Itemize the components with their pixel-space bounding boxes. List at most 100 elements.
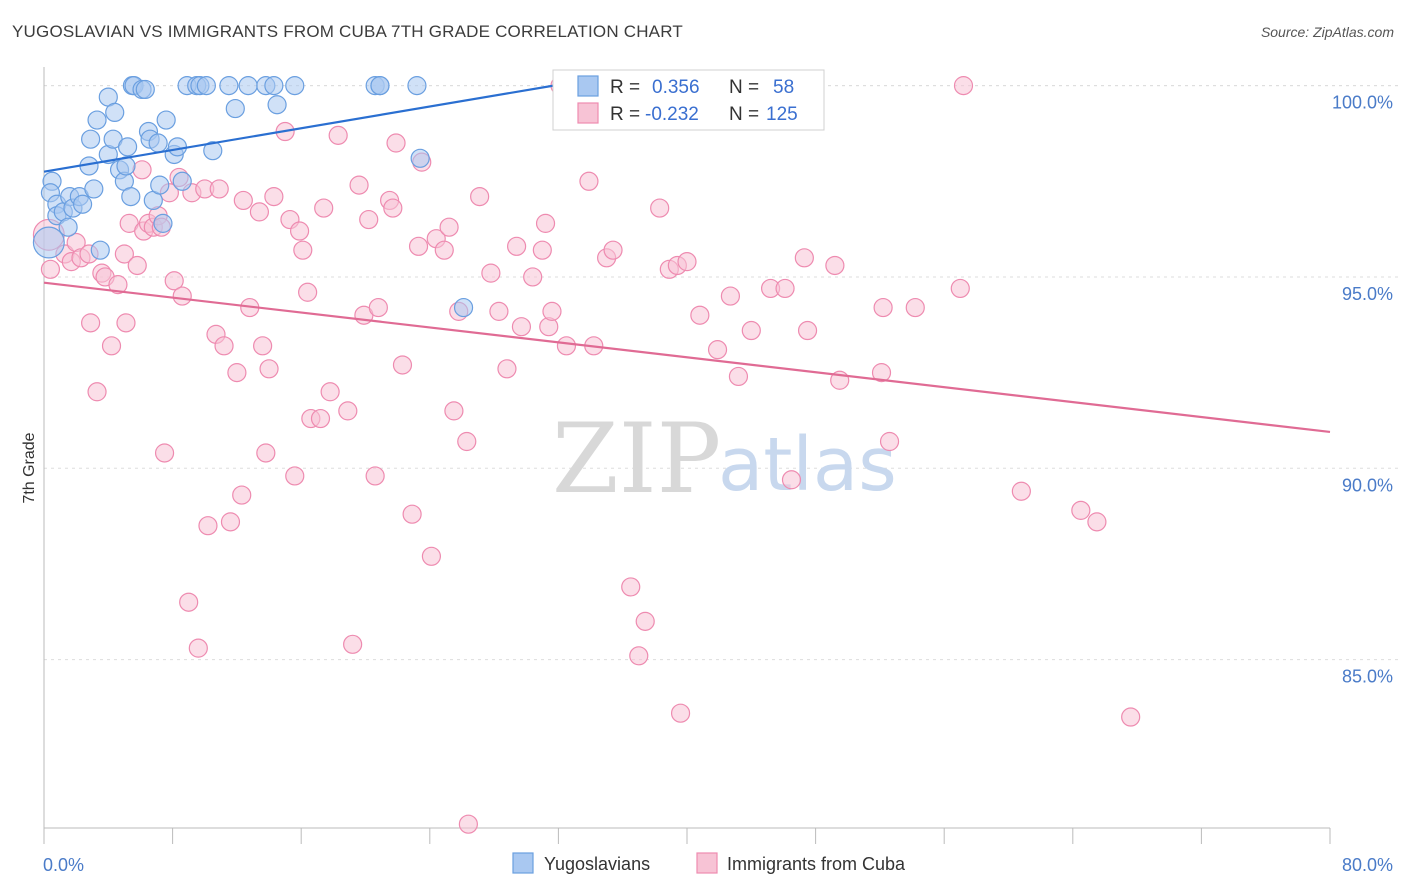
x-tick-labels: 0.0% 80.0% [43, 855, 1393, 875]
point-cuba-77 [457, 431, 477, 452]
point-cuba-95 [603, 240, 623, 260]
point-cuba-38 [232, 485, 252, 505]
point-cuba-75 [444, 401, 464, 421]
point-cuba-53 [310, 408, 331, 429]
point-yugoslavians-21 [117, 137, 138, 157]
point-cuba-16 [127, 255, 147, 276]
y-tick-label-2: 90.0% [1342, 475, 1393, 495]
point-cuba-98 [635, 611, 655, 631]
gridlines [44, 85, 1400, 661]
y-axis-title: 7th Grade [21, 432, 38, 503]
point-cuba-27 [172, 286, 192, 306]
point-cuba-43 [256, 443, 276, 463]
point-yugoslavians-11 [84, 179, 104, 199]
legend-swatch-cuba [577, 102, 599, 124]
point-cuba-73 [434, 240, 454, 260]
point-cuba-50 [293, 240, 313, 260]
point-cuba-74 [439, 217, 459, 237]
point-cuba-84 [511, 317, 532, 337]
point-yugoslavians-10 [72, 194, 93, 214]
legend-n-label-2: N = [729, 104, 759, 125]
point-cuba-121 [953, 76, 974, 96]
point-yugoslavians-0 [32, 226, 65, 259]
point-cuba-125 [1121, 707, 1141, 727]
point-cuba-11 [101, 336, 122, 356]
bottom-legend-swatch-cuba [696, 852, 718, 874]
point-cuba-123 [1071, 500, 1091, 520]
point-cuba-63 [368, 297, 388, 318]
legend-r-value-2: -0.232 [645, 104, 699, 125]
point-yugoslavians-42 [196, 76, 216, 96]
point-cuba-54 [314, 198, 334, 218]
point-cuba-87 [535, 213, 556, 233]
point-cuba-103 [677, 252, 697, 272]
point-cuba-99 [650, 198, 670, 218]
point-yugoslavians-45 [225, 98, 245, 119]
point-yugoslavians-14 [81, 129, 101, 149]
watermark-zip: ZIP [552, 403, 721, 515]
point-yugoslavians-12 [90, 240, 110, 260]
point-cuba-34 [209, 179, 229, 199]
point-yugoslavians-44 [219, 76, 239, 96]
point-cuba-116 [871, 363, 892, 383]
point-cuba-120 [950, 278, 970, 299]
point-cuba-102 [670, 703, 691, 723]
trend-line-cuba [43, 281, 1331, 434]
point-cuba-82 [497, 359, 517, 379]
chart-title: YUGOSLAVIAN VS IMMIGRANTS FROM CUBA 7TH … [12, 22, 683, 41]
bottom-legend: Yugoslavians Immigrants from Cuba [512, 852, 906, 874]
point-cuba-51 [298, 282, 318, 302]
point-cuba-108 [741, 320, 761, 341]
point-cuba-30 [188, 638, 208, 658]
point-cuba-65 [383, 198, 403, 218]
legend-n-value-2: 125 [766, 104, 798, 125]
point-cuba-68 [402, 504, 422, 524]
x-tick-label-0: 0.0% [43, 855, 84, 875]
point-cuba-61 [359, 209, 379, 230]
point-cuba-69 [408, 236, 429, 256]
point-yugoslavians-37 [167, 137, 188, 157]
point-cuba-111 [781, 470, 802, 490]
legend-r-label-1: R = [610, 77, 640, 98]
point-cuba-14 [116, 313, 136, 333]
point-cuba-110 [775, 278, 795, 299]
point-yugoslavians-24 [121, 186, 141, 207]
point-cuba-67 [392, 355, 413, 375]
point-cuba-7 [81, 313, 101, 333]
point-cuba-48 [285, 466, 305, 486]
point-yugoslavians-55 [410, 148, 430, 168]
y-tick-label-0: 100.0% [1332, 93, 1393, 113]
point-cuba-58 [343, 634, 363, 654]
point-cuba-37 [227, 363, 247, 383]
point-cuba-25 [164, 271, 184, 291]
point-cuba-12 [108, 275, 128, 295]
point-cuba-35 [214, 336, 234, 356]
point-cuba-36 [220, 512, 241, 532]
legend-n-value-1: 58 [773, 77, 794, 98]
point-yugoslavians-48 [264, 76, 284, 96]
y-tick-label-3: 85.0% [1342, 667, 1393, 687]
series-yugoslavians [32, 76, 681, 318]
point-cuba-57 [338, 401, 358, 421]
point-yugoslavians-56 [453, 297, 474, 318]
point-cuba-89 [542, 301, 562, 321]
point-cuba-80 [481, 263, 501, 283]
point-cuba-112 [794, 248, 814, 268]
point-yugoslavians-46 [238, 76, 258, 96]
y-tick-label-1: 95.0% [1342, 284, 1393, 304]
point-cuba-117 [873, 297, 893, 318]
point-cuba-13 [114, 244, 134, 264]
point-cuba-96 [621, 577, 641, 597]
point-cuba-114 [825, 255, 845, 276]
point-cuba-107 [728, 366, 749, 387]
point-cuba-124 [1087, 512, 1107, 532]
point-yugoslavians-50 [285, 76, 305, 96]
bottom-legend-label-yugoslavians: Yugoslavians [544, 854, 650, 874]
legend-r-label-2: R = [610, 104, 640, 125]
legend: R = 0.356 N = 58 R = -0.232 N = 125 [552, 69, 825, 131]
point-cuba-81 [489, 301, 509, 321]
legend-swatch-yugoslavians [577, 75, 599, 97]
point-yugoslavians-34 [153, 213, 173, 233]
bottom-legend-swatch-yugoslavians [512, 852, 534, 874]
